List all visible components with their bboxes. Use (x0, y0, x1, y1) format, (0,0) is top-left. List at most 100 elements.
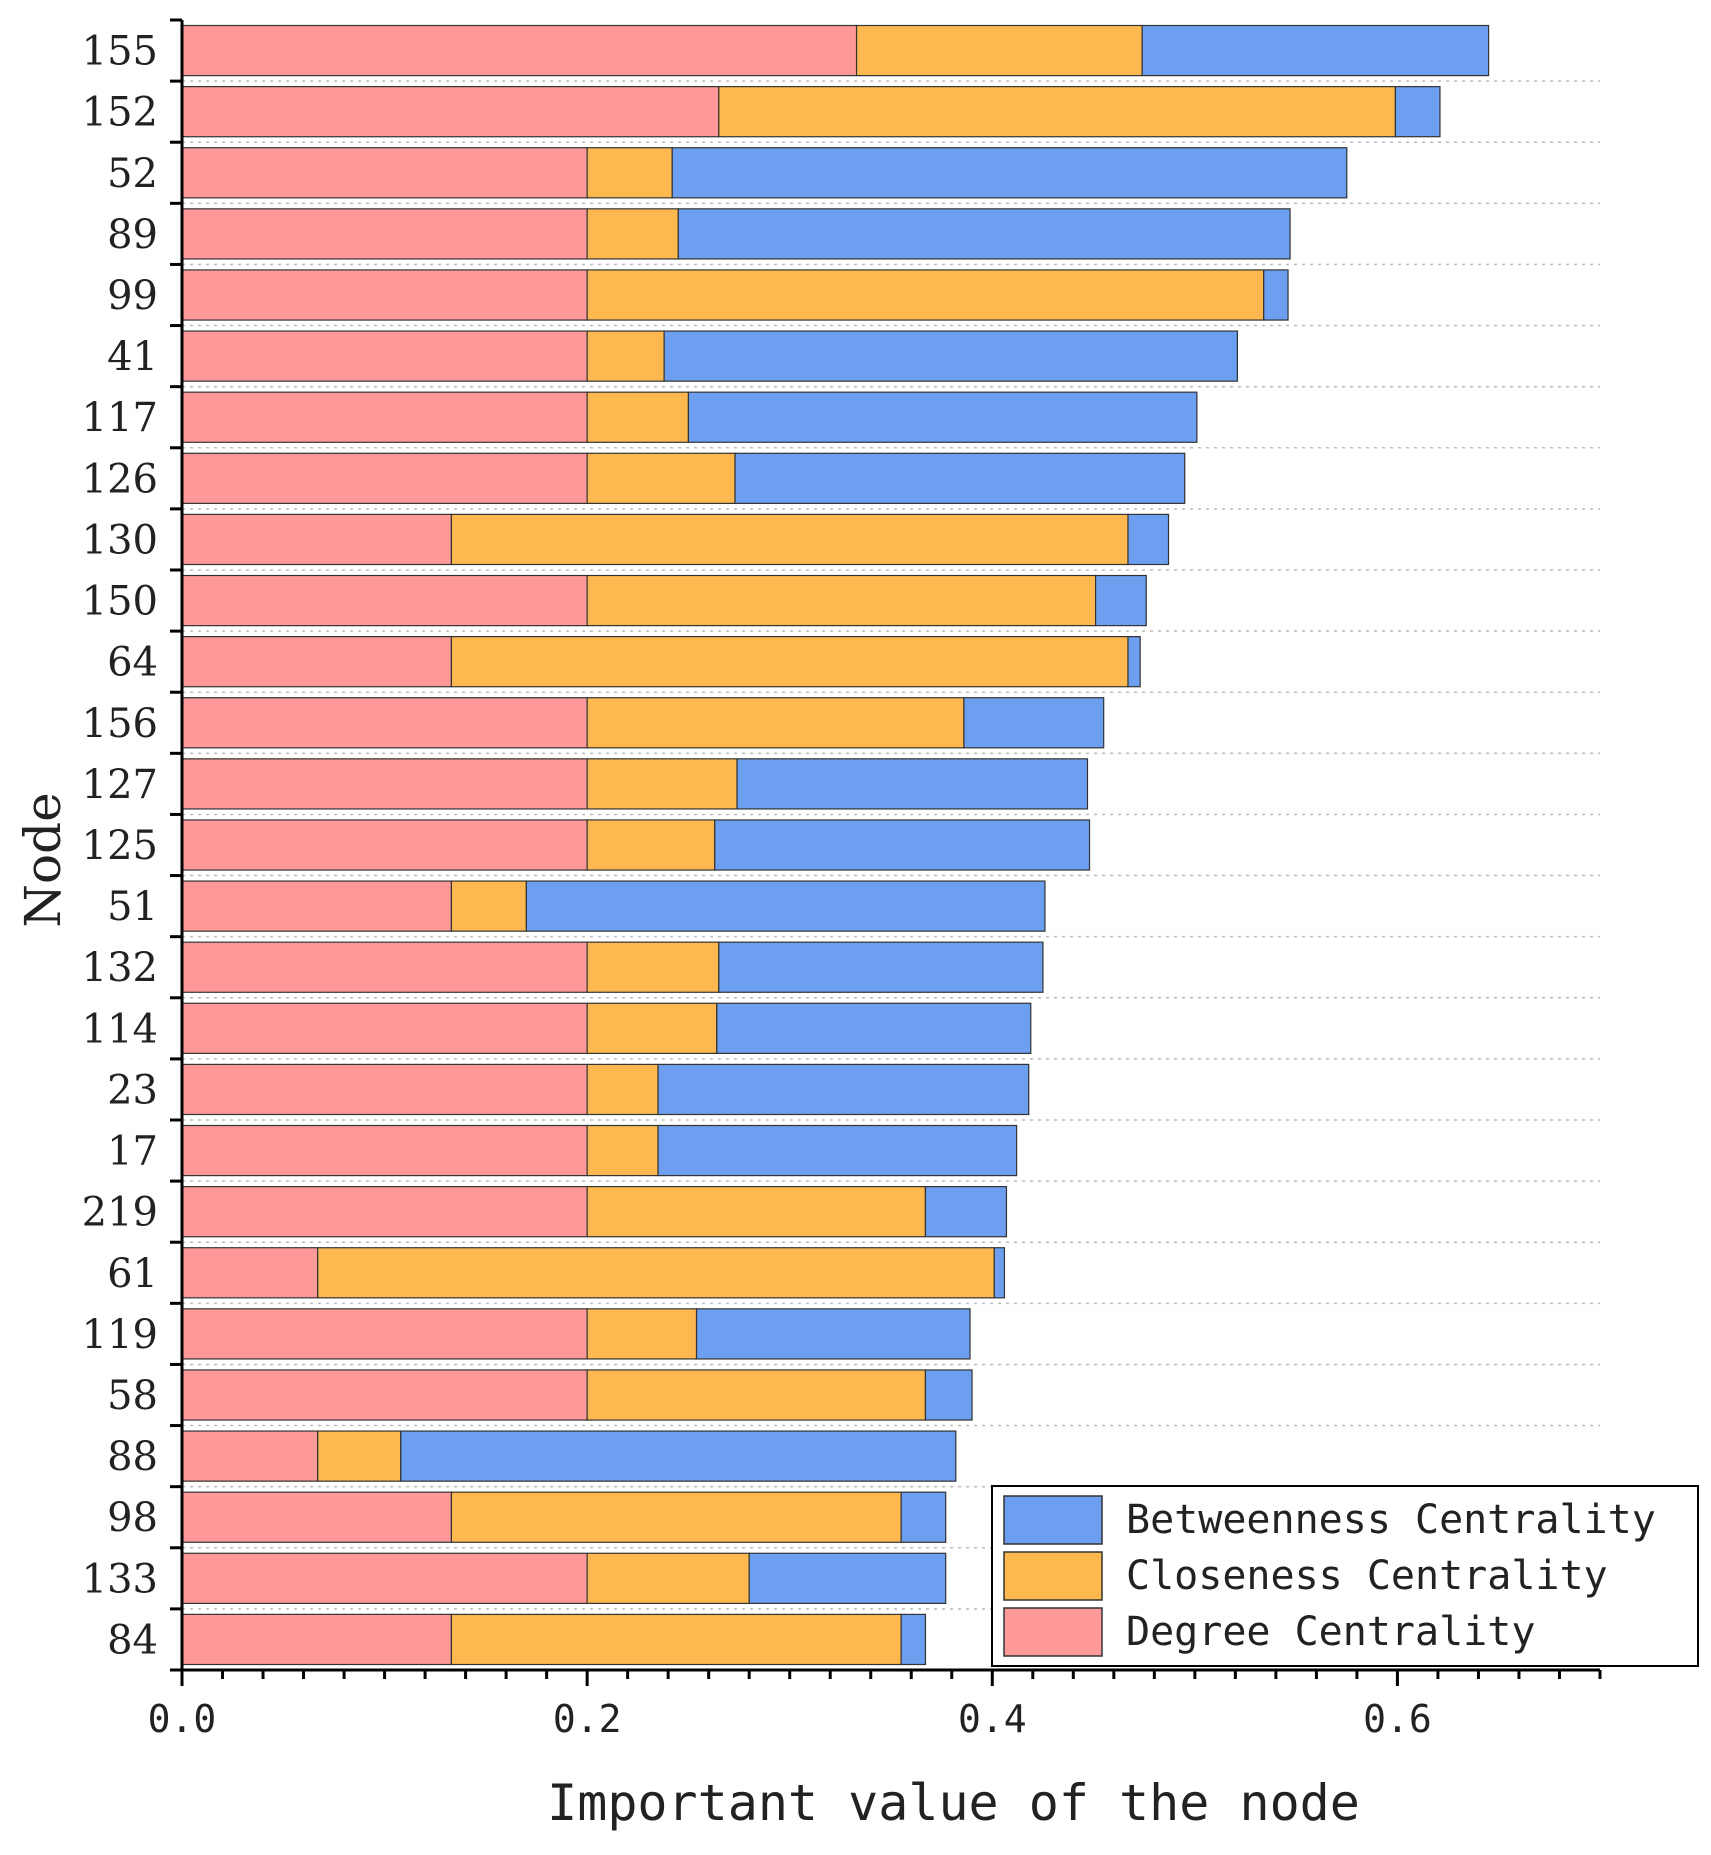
bar-degree-centrality (181, 147, 588, 199)
bar-closeness-centrality (586, 330, 665, 382)
bar-betweenness-centrality (687, 391, 1198, 443)
bar-betweenness-centrality (1394, 86, 1441, 138)
y-tick-label: 119 (82, 1312, 158, 1358)
y-tick-label: 64 (107, 640, 158, 686)
y-tick-label: 41 (107, 334, 158, 380)
bar-closeness-centrality (586, 1186, 927, 1238)
bar-degree-centrality (181, 1491, 453, 1543)
bar-degree-centrality (181, 1247, 319, 1299)
bar-closeness-centrality (586, 941, 720, 993)
bar-closeness-centrality (586, 1369, 927, 1421)
y-tick-label: 130 (82, 517, 158, 563)
bar-degree-centrality (181, 1369, 588, 1421)
bar-degree-centrality (181, 1430, 319, 1482)
y-tick-label: 133 (82, 1556, 158, 1602)
legend-items: Betweenness Centrality Closeness Centrali… (1003, 1495, 1656, 1657)
x-tick-label: 0.4 (958, 1697, 1027, 1741)
bar-betweenness-centrality (734, 452, 1186, 504)
bar-betweenness-centrality (716, 1002, 1032, 1054)
bar-closeness-centrality (586, 758, 738, 810)
legend-swatch (1003, 1551, 1103, 1601)
legend-label: Closeness Centrality (1126, 1553, 1608, 1599)
bar-closeness-centrality (450, 1491, 902, 1543)
bar-betweenness-centrality (900, 1613, 927, 1666)
bar-betweenness-centrality (677, 208, 1291, 260)
bar-betweenness-centrality (736, 758, 1089, 810)
bar-closeness-centrality (450, 1613, 902, 1666)
y-tick-label: 127 (82, 762, 158, 808)
bar-betweenness-centrality (1127, 636, 1141, 688)
bar-degree-centrality (181, 513, 453, 566)
bar-betweenness-centrality (718, 941, 1044, 993)
bar-closeness-centrality (586, 819, 716, 871)
bar-degree-centrality (181, 391, 588, 443)
bar-betweenness-centrality (900, 1491, 947, 1543)
bar-betweenness-centrality (748, 1552, 947, 1604)
bar-degree-centrality (181, 330, 588, 382)
y-tick-label: 156 (82, 701, 158, 747)
bar-closeness-centrality (450, 880, 527, 932)
y-tick-label: 152 (82, 90, 158, 136)
legend-swatch (1003, 1495, 1103, 1545)
bar-closeness-centrality (586, 147, 673, 199)
bar-betweenness-centrality (400, 1430, 957, 1482)
bar-closeness-centrality (586, 574, 1097, 627)
bar-closeness-centrality (586, 1002, 718, 1054)
bar-betweenness-centrality (1141, 24, 1490, 77)
bar-degree-centrality (181, 1552, 588, 1604)
bar-betweenness-centrality (1127, 513, 1170, 566)
y-tick-label: 51 (107, 884, 158, 930)
bar-betweenness-centrality (663, 330, 1238, 382)
y-tick-label: 155 (82, 29, 158, 75)
x-tick-label: 0.0 (148, 1697, 217, 1741)
bar-degree-centrality (181, 636, 453, 688)
bar-degree-centrality (181, 819, 588, 871)
y-tick-label: 117 (82, 395, 158, 441)
bar-betweenness-centrality (924, 1369, 973, 1421)
bar-betweenness-centrality (924, 1186, 1008, 1238)
y-tick-label: 132 (82, 945, 158, 991)
y-tick-label: 150 (82, 579, 158, 625)
bar-closeness-centrality (586, 1552, 750, 1604)
bar-degree-centrality (181, 1613, 453, 1666)
axes (180, 20, 1600, 1672)
bar-betweenness-centrality (671, 147, 1348, 199)
bar-betweenness-centrality (993, 1247, 1006, 1299)
legend-label: Degree Centrality (1126, 1609, 1535, 1655)
y-tick-label: 84 (107, 1617, 158, 1663)
legend-swatch (1003, 1607, 1103, 1657)
y-tick-label: 61 (107, 1251, 158, 1297)
bar-closeness-centrality (586, 452, 736, 504)
bar-closeness-centrality (586, 1063, 659, 1116)
x-tick-label: 0.2 (553, 1697, 622, 1741)
y-tick-label: 23 (107, 1067, 158, 1113)
bar-betweenness-centrality (657, 1124, 1018, 1177)
bar-degree-centrality (181, 758, 588, 810)
bar-betweenness-centrality (695, 1308, 971, 1360)
bar-closeness-centrality (450, 513, 1129, 566)
bar-degree-centrality (181, 697, 588, 749)
bar-betweenness-centrality (714, 819, 1091, 871)
bar-degree-centrality (181, 1186, 588, 1238)
bar-closeness-centrality (317, 1430, 402, 1482)
y-tick-label: 17 (107, 1129, 158, 1175)
bar-degree-centrality (181, 1124, 588, 1177)
bar-closeness-centrality (317, 1247, 995, 1299)
bar-betweenness-centrality (657, 1063, 1030, 1116)
bar-degree-centrality (181, 452, 588, 504)
legend-box (991, 1485, 1699, 1667)
bar-closeness-centrality (718, 86, 1397, 138)
bar-closeness-centrality (586, 1308, 698, 1360)
bar-degree-centrality (181, 941, 588, 993)
y-axis-ticks: 155 152 52 89 99 41 117 126 130 150 64 156 127 125 51 1… (82, 18, 182, 1672)
y-tick-label: 125 (82, 823, 158, 869)
bar-degree-centrality (181, 208, 588, 260)
bar-degree-centrality (181, 24, 858, 77)
y-tick-label: 114 (82, 1006, 158, 1052)
bar-degree-centrality (181, 1002, 588, 1054)
y-tick-label: 98 (107, 1495, 158, 1541)
y-tick-label: 88 (107, 1434, 158, 1480)
bar-degree-centrality (181, 1308, 588, 1360)
bar-closeness-centrality (586, 208, 679, 260)
